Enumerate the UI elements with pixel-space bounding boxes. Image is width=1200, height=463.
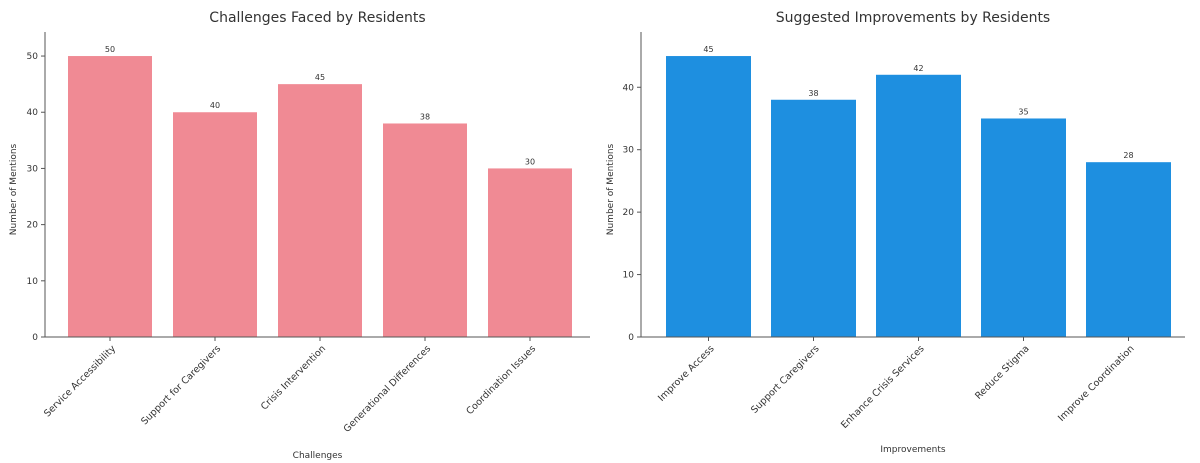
improvements-category-label: Improve Access — [656, 343, 717, 404]
challenges-y-tick-label: 20 — [27, 221, 39, 231]
improvements-bar — [771, 99, 856, 338]
improvements-data-label: 28 — [1123, 151, 1133, 160]
challenges-y-tick-label: 0 — [32, 333, 38, 343]
challenges-bar — [68, 56, 152, 338]
challenges-bar — [383, 123, 467, 337]
challenges-category-label: Generational Differences — [342, 343, 434, 435]
challenges-bar — [278, 84, 362, 338]
improvements-category-label: Improve Coordination — [1056, 343, 1136, 423]
improvements-y-tick-label: 40 — [623, 83, 635, 93]
improvements-y-tick-label: 0 — [628, 333, 634, 343]
challenges-data-label: 40 — [210, 101, 220, 110]
improvements-bar — [1086, 162, 1171, 337]
challenges-data-label: 45 — [315, 73, 325, 82]
challenges-chart: Challenges Faced by Residents Number of M… — [9, 10, 590, 461]
improvements-x-axis-label: Improvements — [880, 445, 946, 455]
improvements-data-label: 35 — [1018, 107, 1028, 116]
improvements-bar — [981, 118, 1066, 338]
improvements-category-label: Support Caregivers — [749, 343, 822, 416]
challenges-bar — [173, 112, 257, 337]
improvements-y-tick-label: 20 — [623, 208, 635, 218]
challenges-x-axis-label: Challenges — [293, 451, 343, 461]
challenges-y-tick-label: 50 — [27, 52, 39, 62]
improvements-y-axis-label: Number of Mentions — [606, 143, 616, 235]
improvements-data-label: 38 — [808, 89, 818, 98]
improvements-chart: Suggested Improvements by Residents Numbe… — [606, 10, 1185, 455]
challenges-data-label: 30 — [525, 157, 535, 166]
improvements-data-label: 42 — [913, 64, 923, 73]
improvements-bar — [876, 74, 961, 338]
challenges-data-label: 50 — [105, 45, 115, 54]
challenges-category-label: Service Accessibility — [42, 343, 118, 419]
improvements-chart-title: Suggested Improvements by Residents — [776, 10, 1050, 26]
challenges-bar — [488, 168, 572, 337]
improvements-y-tick-label: 30 — [623, 146, 635, 156]
improvements-y-tick-label: 10 — [623, 271, 635, 281]
challenges-y-axis-label: Number of Mentions — [9, 143, 19, 235]
challenges-y-tick-label: 30 — [27, 164, 39, 174]
challenges-category-label: Crisis Intervention — [259, 343, 328, 412]
challenges-chart-title: Challenges Faced by Residents — [209, 10, 425, 26]
challenges-category-label: Coordination Issues — [464, 343, 538, 417]
improvements-bar — [666, 56, 751, 338]
improvements-category-label: Enhance Crisis Services — [839, 343, 927, 431]
improvements-data-label: 45 — [703, 45, 713, 54]
challenges-data-label: 38 — [420, 112, 430, 121]
challenges-category-label: Support for Caregivers — [139, 343, 223, 427]
challenges-y-tick-label: 10 — [27, 277, 39, 287]
challenges-y-tick-label: 40 — [27, 108, 39, 118]
improvements-category-label: Reduce Stigma — [973, 343, 1031, 401]
